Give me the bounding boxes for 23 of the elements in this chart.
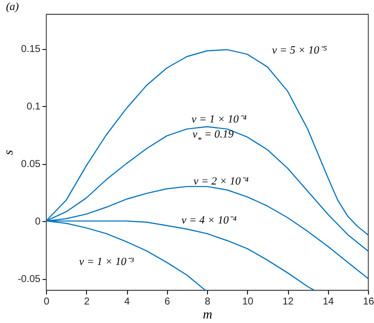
x-tick-label: 6 — [164, 296, 170, 308]
x-tick-label: 14 — [322, 296, 334, 308]
chart-title: (a) — [6, 1, 20, 13]
y-axis-title: s — [0, 150, 16, 156]
y-tick-label: -0.05 — [18, 274, 41, 285]
y-tick-label: 0.1 — [26, 102, 41, 112]
x-tick-label: 10 — [242, 296, 254, 308]
x-tick-label: 0 — [44, 296, 50, 308]
x-tick-label: 2 — [84, 296, 90, 308]
x-tick-label: 12 — [282, 296, 294, 308]
x-axis-title: m — [202, 306, 212, 322]
y-tick-label: 0 — [34, 216, 41, 228]
series-label: ν = 1 × 10⁻³ — [79, 256, 134, 268]
annotation: ν$_{*}$ = 0.19 — [192, 128, 234, 144]
x-tick-label: 4 — [124, 296, 130, 308]
y-tick-label: 0.15 — [21, 44, 41, 55]
x-tick-label: 16 — [362, 296, 374, 308]
series-label: ν = 4 × 10⁻⁴ — [181, 214, 237, 227]
series-label: ν = 5 × 10⁻⁵ — [272, 44, 328, 56]
x-tick-label: 8 — [204, 296, 211, 308]
series-label: ν = 1 × 10⁻⁴ — [192, 113, 247, 126]
y-tick-label: 0.05 — [21, 159, 41, 170]
series-label: ν = 2 × 10⁻⁴ — [194, 176, 249, 188]
